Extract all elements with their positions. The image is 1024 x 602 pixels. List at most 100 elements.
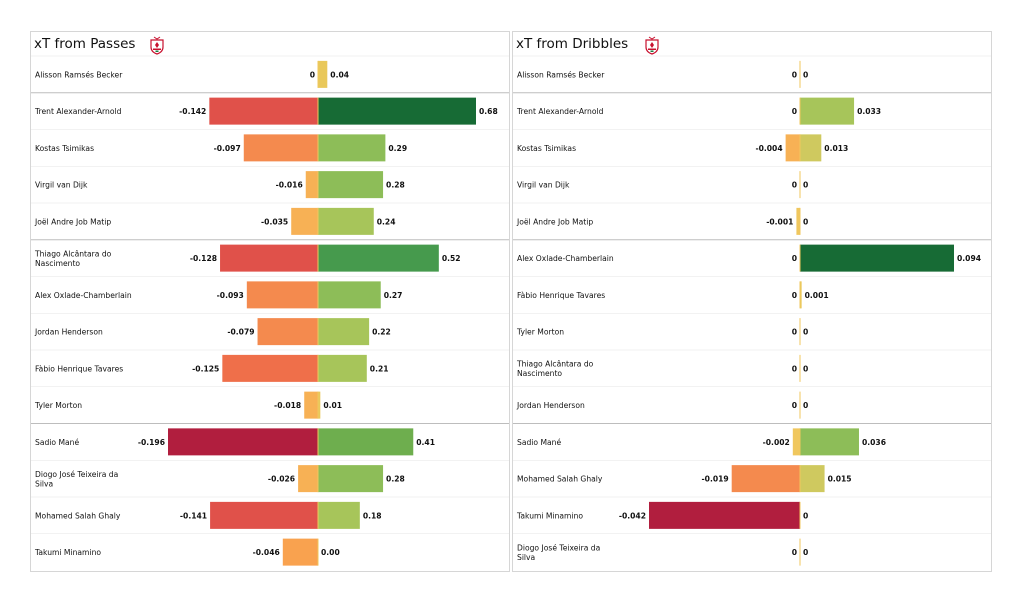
positive-value-label: 0.00 (321, 548, 340, 557)
player-name-label: Kostas Tsimikas (517, 144, 576, 153)
positive-xt-bar (800, 465, 825, 493)
player-name-label: Joël Andre Job Matip (516, 217, 593, 226)
negative-xt-bar (168, 428, 318, 456)
player-row: Fàbio Henrique Tavares 0 0.001 (517, 281, 829, 309)
negative-xt-bar (304, 391, 318, 419)
player-name-label: Sadio Mané (517, 438, 561, 447)
negative-value-label: -0.079 (227, 328, 254, 337)
positive-value-label: 0.013 (824, 144, 848, 153)
negative-value-label: -0.004 (755, 144, 782, 153)
positive-value-label: 0.22 (372, 328, 391, 337)
positive-xt-bar (318, 501, 360, 529)
positive-value-label: 0.094 (957, 254, 981, 263)
negative-value-label: -0.018 (274, 401, 301, 410)
player-row: Trent Alexander-Arnold -0.142 0.68 (34, 97, 498, 125)
negative-value-label: -0.125 (192, 364, 219, 373)
negative-value-label: -0.035 (261, 217, 288, 226)
negative-value-label: 0 (792, 107, 797, 116)
player-row: Diogo José Teixeira da Silva 0 0 (517, 538, 808, 566)
negative-value-label: 0 (792, 548, 797, 557)
player-row: Alex Oxlade-Chamberlain -0.093 0.27 (35, 281, 403, 309)
player-name-label: Virgil van Dijk (517, 181, 570, 190)
player-name-label: Sadio Mané (35, 438, 79, 447)
player-row: Mohamed Salah Ghaly -0.019 0.015 (517, 465, 852, 493)
negative-value-label: 0 (310, 70, 315, 79)
negative-xt-bar (785, 134, 800, 162)
positive-xt-bar (318, 60, 328, 88)
player-row: Jordan Henderson -0.079 0.22 (34, 318, 391, 346)
player-row: Sadio Mané -0.002 0.036 (517, 428, 886, 456)
negative-value-label: -0.093 (217, 291, 244, 300)
positive-value-label: 0.27 (384, 291, 403, 300)
player-name-label: Alisson Ramsés Becker (517, 70, 605, 79)
negative-value-label: -0.042 (619, 511, 646, 520)
positive-value-label: 0.28 (386, 181, 405, 190)
negative-value-label: -0.019 (702, 475, 729, 484)
player-row: Kostas Tsimikas -0.097 0.29 (35, 134, 407, 162)
positive-value-label: 0.29 (388, 144, 407, 153)
positive-xt-bar (318, 428, 414, 456)
player-name-label: Tyler Morton (34, 401, 82, 410)
negative-xt-bar (222, 354, 318, 382)
positive-value-label: 0.24 (377, 217, 396, 226)
negative-xt-bar (305, 171, 318, 199)
player-row: Alisson Ramsés Becker 0 0.04 (35, 60, 349, 88)
player-name-label: Diogo José Teixeira da Silva (517, 543, 600, 562)
liverpool-crest-icon (150, 36, 164, 55)
positive-xt-bar (800, 97, 855, 125)
negative-value-label: -0.046 (253, 548, 280, 557)
player-name-label: Takumi Minamino (516, 511, 583, 520)
positive-value-label: 0 (803, 511, 808, 520)
passes-panel: xT from Passes Alisson Ramsés Becker 0 0.0… (30, 31, 510, 572)
negative-value-label: -0.097 (214, 144, 241, 153)
player-name-label: Takumi Minamino (34, 548, 101, 557)
player-name-label: Joël Andre Job Matip (34, 217, 111, 226)
player-row: Sadio Mané -0.196 0.41 (35, 428, 435, 456)
negative-xt-bar (731, 465, 800, 493)
player-name-label: Fàbio Henrique Tavares (517, 291, 605, 300)
player-row: Jordan Henderson 0 0 (516, 391, 808, 419)
player-name-label: Jordan Henderson (516, 401, 585, 410)
positive-value-label: 0 (803, 548, 808, 557)
positive-value-label: 0.41 (416, 438, 435, 447)
player-name-label: Jordan Henderson (34, 328, 103, 337)
player-row: Thiago Alcântara do Nascimento 0 0 (516, 354, 808, 382)
negative-value-label: 0 (792, 364, 797, 373)
positive-xt-bar (800, 134, 822, 162)
negative-value-label: -0.001 (766, 217, 793, 226)
negative-xt-bar (298, 465, 318, 493)
positive-xt-bar (318, 134, 386, 162)
player-row: Kostas Tsimikas -0.004 0.013 (517, 134, 848, 162)
negative-xt-bar (246, 281, 318, 309)
player-name-label: Thiago Alcântara do Nascimento (34, 249, 112, 268)
negative-xt-bar (243, 134, 318, 162)
negative-xt-bar (792, 428, 800, 456)
player-name-label: Alex Oxlade-Chamberlain (517, 254, 614, 263)
player-row: Thiago Alcântara do Nascimento -0.128 0.52 (34, 244, 461, 272)
negative-xt-bar (257, 318, 318, 346)
player-name-label: Fàbio Henrique Tavares (35, 364, 123, 373)
player-row: Virgil van Dijk 0 0 (517, 171, 808, 199)
positive-xt-bar (318, 244, 439, 272)
positive-value-label: 0.036 (862, 438, 886, 447)
player-row: Tyler Morton 0 0 (516, 318, 808, 346)
positive-xt-bar (318, 465, 384, 493)
positive-xt-bar (318, 171, 384, 199)
player-row: Diogo José Teixeira da Silva -0.026 0.28 (35, 465, 405, 493)
player-row: Takumi Minamino -0.046 0.00 (34, 538, 340, 566)
positive-value-label: 0 (803, 401, 808, 410)
positive-value-label: 0 (803, 70, 808, 79)
player-row: Takumi Minamino -0.042 0 (516, 501, 808, 529)
player-row: Mohamed Salah Ghaly -0.141 0.18 (35, 501, 382, 529)
negative-value-label: 0 (792, 254, 797, 263)
player-row: Alex Oxlade-Chamberlain 0 0.094 (517, 244, 981, 272)
positive-value-label: 0.04 (330, 70, 349, 79)
positive-value-label: 0 (803, 364, 808, 373)
positive-value-label: 0.28 (386, 475, 405, 484)
player-name-label: Mohamed Salah Ghaly (35, 511, 121, 520)
negative-value-label: -0.141 (180, 511, 207, 520)
player-name-label: Virgil van Dijk (35, 181, 88, 190)
player-row: Fàbio Henrique Tavares -0.125 0.21 (35, 354, 389, 382)
positive-xt-bar (800, 428, 859, 456)
negative-xt-bar (209, 97, 318, 125)
